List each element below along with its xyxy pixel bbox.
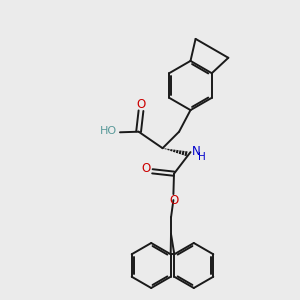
Text: O: O <box>141 162 150 176</box>
Text: O: O <box>136 98 146 111</box>
Text: N: N <box>191 145 200 158</box>
Text: O: O <box>169 194 178 207</box>
Text: H: H <box>198 152 206 162</box>
Text: HO: HO <box>100 125 117 136</box>
